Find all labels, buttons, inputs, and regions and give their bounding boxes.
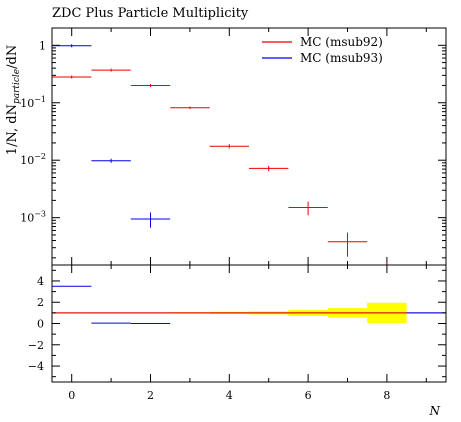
x-tick-label: 6 <box>305 389 312 402</box>
ratio-y-tick-label: 0 <box>37 318 44 331</box>
y-tick-label-base: 10 <box>20 97 34 110</box>
x-tick-label: 4 <box>226 389 233 402</box>
y-tick-label: 10−2 <box>20 152 46 167</box>
y-tick-label-exponent: −1 <box>34 95 46 104</box>
ratio-series-msub93 <box>52 285 446 324</box>
y-tick-label-base: 1 <box>39 39 46 52</box>
labels-layer: ZDC Plus Particle Multiplicity N 1/N, dN… <box>5 6 441 418</box>
x-tick-label: 2 <box>147 389 154 402</box>
y-axis-label-subscript: particle <box>12 69 22 104</box>
x-tick-label: 8 <box>383 389 390 402</box>
y-tick-label-base: 10 <box>20 154 34 167</box>
y-tick-label: 1 <box>39 39 46 52</box>
chart-title: ZDC Plus Particle Multiplicity <box>52 6 249 21</box>
y-axis-label-suffix: /dN <box>5 45 20 69</box>
y-tick-label-exponent: −2 <box>34 152 46 161</box>
ratio-y-tick-label: 2 <box>37 296 44 309</box>
y-tick-label: 10−1 <box>20 95 46 110</box>
y-axis-label: 1/N, dNparticle/dN <box>5 45 22 155</box>
ratio-panel: 4 2 0 −2 −4 0 2 4 6 8 <box>28 264 447 402</box>
ratio-y-tick-label: −4 <box>28 360 44 373</box>
series-msub92 <box>52 68 407 266</box>
y-axis-label-prefix: 1/N, dN <box>5 104 20 155</box>
y-tick-label: 10−3 <box>20 210 46 225</box>
legend-label: MC (msub92) <box>300 35 383 49</box>
ratio-y-tick-label: 4 <box>37 275 44 288</box>
x-axis-label: N <box>429 404 441 418</box>
series-msub93 <box>52 44 171 228</box>
legend-label: MC (msub93) <box>300 51 383 65</box>
y-tick-label-base: 10 <box>20 212 34 225</box>
y-tick-label-exponent: −3 <box>34 210 46 219</box>
main-panel: 110−110−210−3MC (msub92)MC (msub93) <box>20 27 447 266</box>
x-tick-label: 0 <box>68 389 75 402</box>
ratio-y-tick-label: −2 <box>28 339 44 352</box>
